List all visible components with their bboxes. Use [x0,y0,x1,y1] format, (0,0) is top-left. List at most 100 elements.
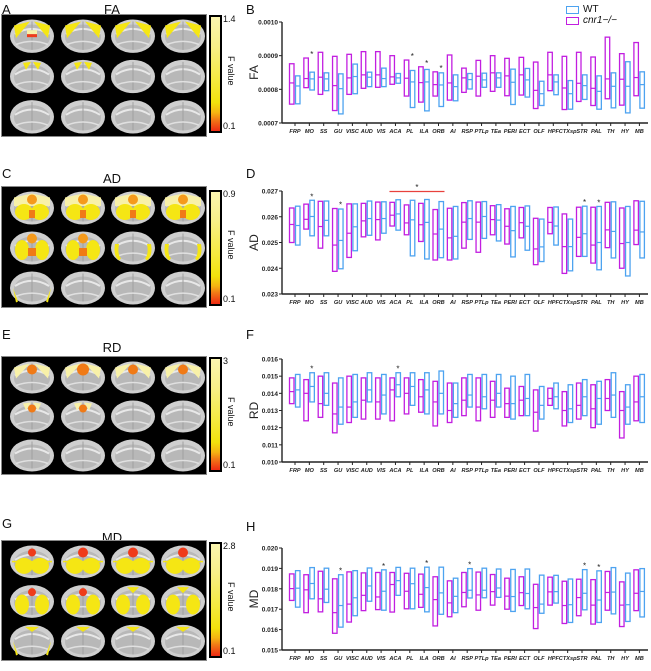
bar-ko [518,576,525,607]
x-tick-label: HY [621,300,630,306]
x-tick-label: PL [406,129,414,135]
bar-ko [518,206,525,239]
bar-ko [561,390,568,427]
bar-ko [303,574,310,614]
panel-label: H [246,519,256,534]
x-tick-label: ILA [420,468,429,474]
x-tick-label: PERI [504,300,518,306]
x-tick-label: PL [406,468,414,474]
bar-ko [288,377,295,405]
y-tick-label: 0.024 [262,266,279,273]
bar-wt [610,372,617,419]
y-tick-label: 0.020 [262,546,279,553]
bar-wt [495,373,502,408]
bar-ko [317,200,324,249]
brain-slice [111,271,155,305]
bar-wt [323,372,330,406]
x-tick-label: SS [320,129,328,135]
bar-ko [417,378,424,413]
brain-slice [161,231,205,265]
x-tick-label: CTXsp [559,300,577,306]
x-tick-label: STR [576,300,587,306]
bar-wt [452,205,459,260]
bar-ko [561,580,568,625]
x-tick-label: VISC [346,300,360,306]
bar-ko [331,382,338,434]
bar-wt [294,75,301,105]
bar-wt [337,377,344,425]
y-tick-label: 0.018 [262,586,279,593]
bar-ko [547,387,553,407]
brain-map-title: RD [102,340,122,355]
x-tick-label: GU [334,656,343,662]
brain-slice [161,59,205,94]
y-tick-label: 0.0008 [258,87,278,94]
bar-ko [518,56,525,96]
significance-marker: * [310,50,313,59]
bar-ko [346,571,353,623]
bar-wt [467,567,473,599]
bar-ko [618,207,625,269]
significance-marker: * [310,192,313,201]
bar-ko [446,382,453,424]
colorbar-min-label: 0.1 [223,646,236,656]
brain-slice [161,19,205,53]
legend-item-wt: WT [566,4,617,15]
x-tick-label: ECT [519,468,531,474]
brain-slice [61,231,105,265]
bar-wt [567,384,574,424]
bar-wt [524,67,531,98]
legend-label-ko: cnr1−/− [583,15,617,26]
brain-slice [10,439,54,472]
bar-wt [510,375,516,420]
colorbar-min-label: 0.1 [223,294,236,304]
x-tick-label: STR [576,129,587,135]
bar-ko [317,51,324,96]
bar-ko [331,207,338,272]
x-tick-label: TH [607,468,615,474]
x-tick-label: AI [449,468,456,474]
bar-wt [553,382,559,410]
x-tick-label: AUD [360,656,373,662]
bar-wt [581,205,588,258]
bar-wt [337,208,344,270]
bar-wt [481,200,488,240]
bar-wt [639,567,646,618]
bar-wt [538,218,545,263]
x-tick-label: AUD [360,129,373,135]
bar-wt [553,574,559,604]
bar-ko [561,213,568,275]
brain-slice [10,100,54,134]
significance-marker: * [425,59,428,68]
bar-ko [633,375,640,422]
brain-map-title: FA [104,2,120,17]
x-tick-label: ECT [519,656,531,662]
bar-ko [604,378,611,412]
bar-ko [461,201,467,249]
x-tick-label: MB [635,656,644,662]
bar-ko [360,202,367,238]
x-tick-label: PERI [504,129,518,135]
bar-ko [590,206,596,264]
bar-wt [423,566,430,613]
x-tick-label: RSP [461,656,473,662]
x-tick-label: PTLp [475,129,490,135]
x-tick-label: ORB [432,129,444,135]
bar-ko [618,581,625,628]
x-tick-label: VIS [377,468,386,474]
x-tick-label: PAL [591,468,602,474]
significance-marker: * [583,562,586,571]
bar-wt [337,73,344,115]
x-tick-label: ORB [432,300,444,306]
x-tick-label: PTLp [475,468,490,474]
brain-slice [10,59,54,94]
x-tick-label: SS [320,300,328,306]
x-tick-label: ORB [432,656,444,662]
x-tick-label: OLF [533,129,545,135]
bar-ko [389,571,396,613]
bar-ko [489,380,496,419]
brain-slice [61,100,105,134]
bar-wt [596,75,602,110]
bar-wt [337,574,344,628]
bar-wt [366,71,373,88]
